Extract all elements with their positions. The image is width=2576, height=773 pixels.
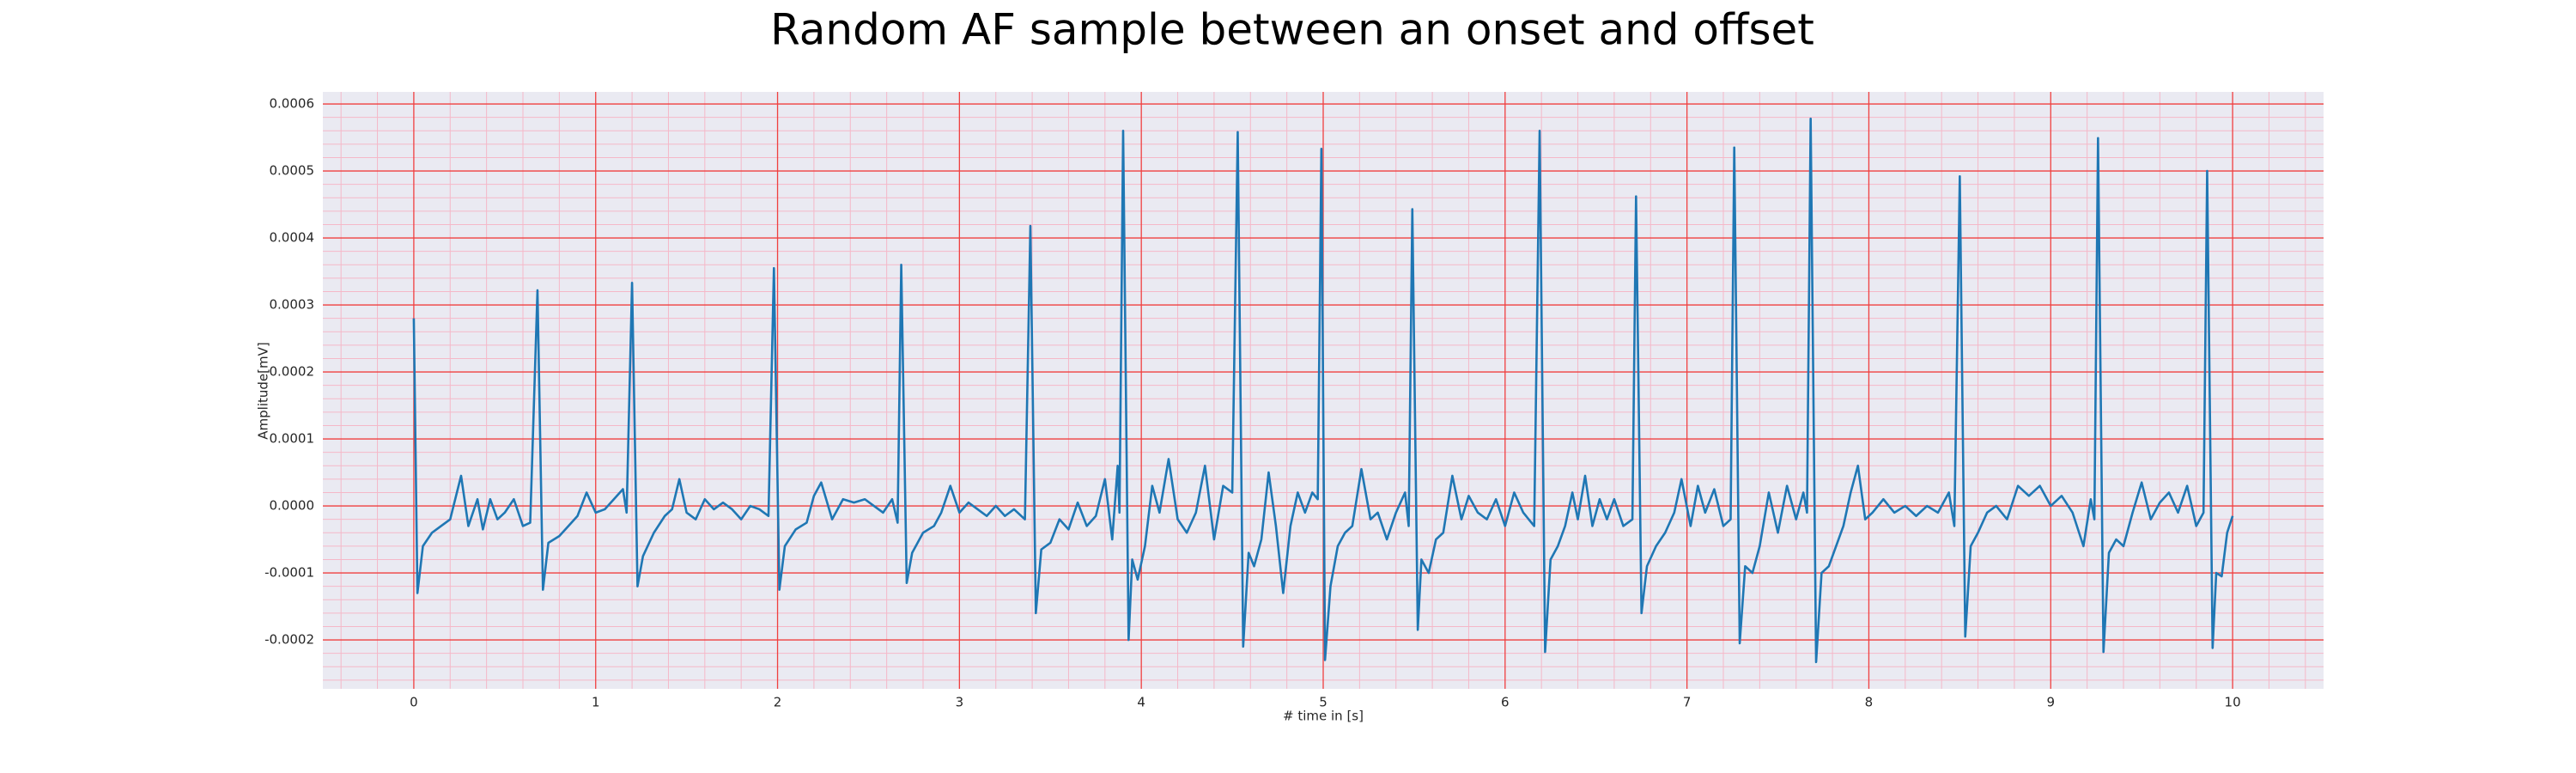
y-tick-label: -0.0002 [264, 632, 314, 648]
grid [323, 92, 2324, 689]
y-tick-label: 0.0000 [270, 498, 315, 514]
chart-title: Random AF sample between an onset and of… [770, 5, 1814, 55]
x-tick-label: 9 [2046, 695, 2055, 710]
y-tick-label: 0.0003 [270, 297, 315, 313]
x-tick-label: 2 [774, 695, 782, 710]
x-tick-label: 4 [1137, 695, 1145, 710]
x-tick-label: 8 [1865, 695, 1874, 710]
x-tick-label: 0 [410, 695, 418, 710]
x-tick-label: 10 [2225, 695, 2241, 710]
labels: 0 1 2 3 4 5 6 7 8 9 10 -0.0002 -0.0001 0.0000 0.0001 0.… [264, 96, 2241, 710]
y-tick-label: 0.0006 [270, 96, 315, 112]
y-tick-label: 0.0002 [270, 364, 315, 380]
y-tick-label: 0.0005 [270, 163, 315, 179]
y-tick-label: -0.0001 [264, 565, 314, 581]
x-axis-label: # time in [s] [1283, 709, 1364, 724]
x-tick-label: 5 [1319, 695, 1327, 710]
x-tick-label: 1 [592, 695, 600, 710]
lines [412, 117, 2234, 664]
y-axis-label: Amplitude[mV] [256, 342, 271, 439]
y-tick-label: 0.0001 [270, 431, 315, 447]
x-tick-label: 7 [1683, 695, 1692, 710]
x-tick-label: 6 [1501, 695, 1510, 710]
x-tick-label: 3 [956, 695, 964, 710]
signal-line [412, 117, 2234, 664]
y-tick-label: 0.0004 [270, 230, 315, 246]
